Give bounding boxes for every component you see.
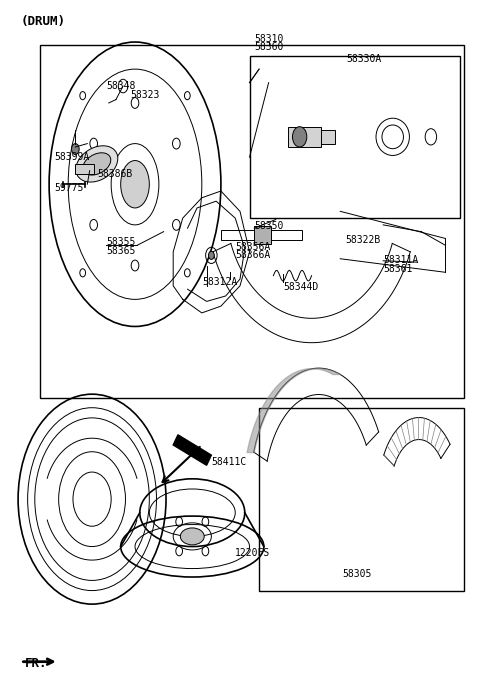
Text: FR.: FR. (25, 657, 48, 670)
Bar (288, 126, 321, 147)
Bar (254, 226, 271, 244)
Text: 58322B: 58322B (345, 235, 380, 245)
Text: 58366A: 58366A (235, 250, 270, 260)
Text: 58348: 58348 (107, 81, 136, 91)
Text: 58311A: 58311A (383, 255, 419, 265)
Bar (75, 164, 95, 174)
Bar (250, 56, 459, 218)
Bar (259, 408, 464, 590)
Text: 58355: 58355 (107, 237, 136, 247)
Bar (39, 46, 464, 398)
Text: 58386B: 58386B (97, 169, 132, 179)
Text: 1220FS: 1220FS (235, 548, 270, 558)
Bar (221, 231, 302, 240)
Text: 58344D: 58344D (283, 282, 318, 292)
Ellipse shape (120, 160, 149, 208)
Text: 59775: 59775 (54, 183, 83, 192)
Text: 58411C: 58411C (211, 457, 247, 467)
Text: 58330A: 58330A (347, 54, 382, 64)
Bar (321, 130, 336, 143)
Polygon shape (173, 435, 211, 465)
Ellipse shape (180, 528, 204, 545)
Circle shape (208, 252, 214, 259)
Text: 58399A: 58399A (54, 152, 89, 162)
Text: 58356A: 58356A (235, 241, 270, 252)
Circle shape (72, 143, 79, 154)
Circle shape (292, 126, 307, 147)
Text: 58365: 58365 (107, 245, 136, 256)
Text: 58310: 58310 (254, 33, 283, 44)
Ellipse shape (83, 153, 111, 175)
Text: (DRUM): (DRUM) (21, 15, 65, 28)
Ellipse shape (76, 146, 118, 182)
Text: 58305: 58305 (342, 568, 372, 579)
Text: 58312A: 58312A (202, 277, 237, 288)
Text: 58360: 58360 (254, 42, 283, 52)
Text: 58323: 58323 (130, 90, 160, 100)
Text: 58361: 58361 (383, 264, 412, 274)
Text: 58350: 58350 (254, 221, 283, 231)
